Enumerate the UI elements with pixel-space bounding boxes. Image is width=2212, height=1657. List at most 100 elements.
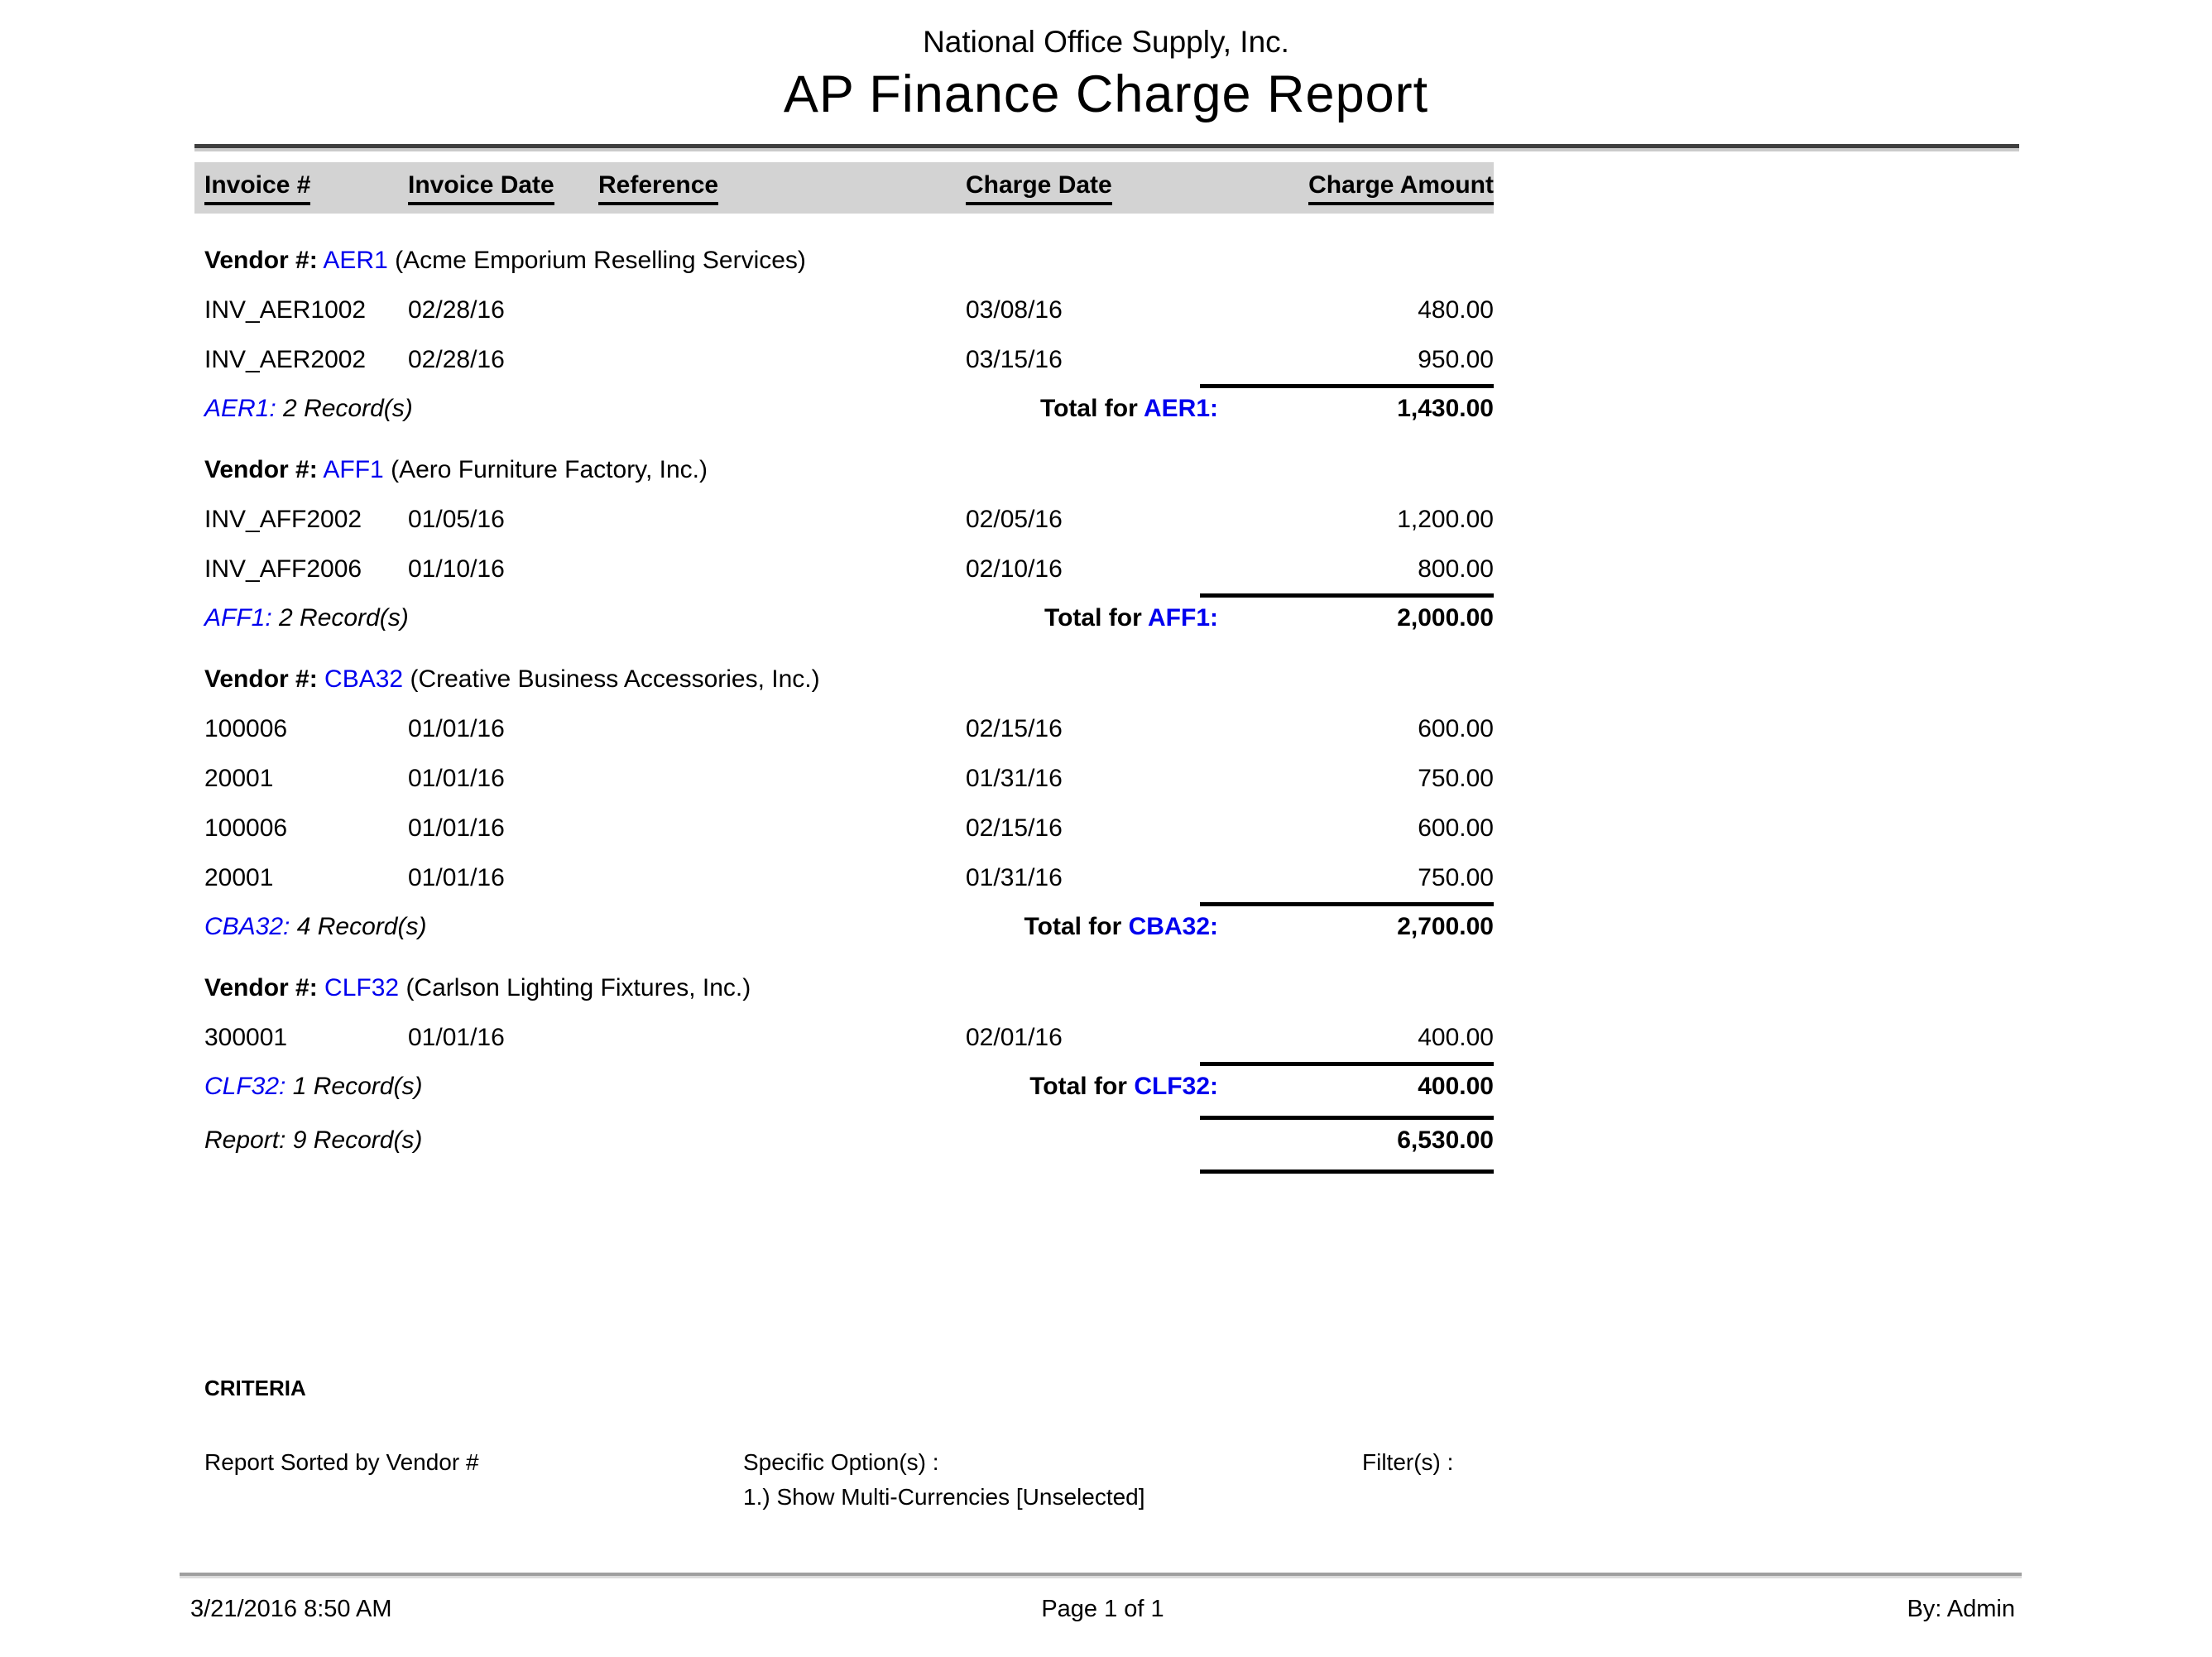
vendor-code-link[interactable]: CLF32 bbox=[324, 974, 400, 1001]
vendor-prefix-label: Vendor #: bbox=[204, 974, 318, 1001]
vendor-header: Vendor #: AFF1 (Aero Furniture Factory, … bbox=[194, 456, 1494, 484]
cell-invoice: INV_AFF2006 bbox=[204, 555, 362, 583]
report-total-separator bbox=[1200, 1116, 1494, 1120]
cell-charge-date: 03/15/16 bbox=[966, 346, 1063, 373]
vendor-header: Vendor #: AER1 (Acme Emporium Reselling … bbox=[194, 247, 1494, 275]
column-invoice: Invoice # bbox=[204, 171, 408, 205]
cell-reference bbox=[598, 296, 966, 324]
vendor-header: Vendor #: CBA32 (Creative Business Acces… bbox=[194, 665, 1494, 694]
column-reference-label[interactable]: Reference bbox=[598, 171, 719, 205]
cell-invoice: 300001 bbox=[204, 1024, 288, 1051]
cell-invoice: 20001 bbox=[204, 864, 274, 891]
column-invoice-date: Invoice Date bbox=[408, 171, 598, 205]
footer-divider bbox=[180, 1573, 2022, 1578]
vendor-name: (Carlson Lighting Fixtures, Inc.) bbox=[405, 974, 751, 1001]
cell-charge-amount: 750.00 bbox=[1418, 864, 1494, 891]
vendor-record-count: AFF1: 2 Record(s) bbox=[204, 604, 409, 632]
cell-charge-amount: 400.00 bbox=[1418, 1024, 1494, 1051]
vendor-total-label: Total for CBA32: bbox=[1024, 913, 1218, 941]
vendor-total-label: Total for CLF32: bbox=[1029, 1073, 1218, 1101]
vendor-total-amount: 1,430.00 bbox=[1397, 395, 1494, 422]
vendor-section-aff1: Vendor #: AFF1 (Aero Furniture Factory, … bbox=[194, 456, 1494, 632]
vendor-record-count-code: CBA32: bbox=[204, 913, 290, 940]
vendor-total-label: Total for AER1: bbox=[1040, 395, 1218, 423]
cell-invoice-date: 01/01/16 bbox=[408, 814, 505, 842]
title-divider bbox=[194, 144, 2019, 151]
vendor-record-count-text: 4 Record(s) bbox=[290, 913, 427, 940]
vendor-code-link[interactable]: AFF1 bbox=[323, 456, 384, 483]
vendor-record-count-code: AFF1: bbox=[204, 604, 272, 632]
vendor-section-aer1: Vendor #: AER1 (Acme Emporium Reselling … bbox=[194, 247, 1494, 423]
vendor-code-link[interactable]: CBA32 bbox=[324, 665, 404, 693]
report-summary-row: Report: 9 Record(s) 6,530.00 bbox=[194, 1126, 1494, 1155]
cell-reference bbox=[598, 765, 966, 793]
cell-charge-amount: 480.00 bbox=[1418, 296, 1494, 324]
cell-charge-amount: 600.00 bbox=[1418, 715, 1494, 742]
column-invoice-label[interactable]: Invoice # bbox=[204, 171, 311, 205]
report-record-count: Report: 9 Record(s) bbox=[204, 1126, 423, 1154]
vendor-name: (Aero Furniture Factory, Inc.) bbox=[391, 456, 708, 483]
criteria-row: Report Sorted by Vendor # Specific Optio… bbox=[204, 1449, 2019, 1511]
total-separator bbox=[1200, 593, 1494, 598]
cell-reference bbox=[598, 555, 966, 584]
cell-invoice-date: 01/01/16 bbox=[408, 1024, 505, 1051]
vendor-section-clf32: Vendor #: CLF32 (Carlson Lighting Fixtur… bbox=[194, 974, 1494, 1101]
vendor-total-label: Total for AFF1: bbox=[1044, 604, 1218, 632]
cell-charge-date: 01/31/16 bbox=[966, 765, 1063, 792]
cell-reference bbox=[598, 814, 966, 843]
total-separator bbox=[1200, 384, 1494, 388]
cell-invoice-date: 01/05/16 bbox=[408, 506, 505, 533]
cell-reference bbox=[598, 715, 966, 743]
cell-invoice: 100006 bbox=[204, 715, 288, 742]
total-for-label: Total for bbox=[1039, 395, 1138, 422]
cell-charge-amount: 950.00 bbox=[1418, 346, 1494, 373]
vendor-total-row: AFF1: 2 Record(s) Total for AFF1: 2,000.… bbox=[194, 604, 1494, 632]
cell-charge-date: 02/01/16 bbox=[966, 1024, 1063, 1051]
column-charge-date-label[interactable]: Charge Date bbox=[966, 171, 1112, 205]
column-invoice-date-label[interactable]: Invoice Date bbox=[408, 171, 554, 205]
vendor-total-row: CLF32: 1 Record(s) Total for CLF32: 400.… bbox=[194, 1073, 1494, 1101]
vendor-prefix-label: Vendor #: bbox=[204, 247, 318, 274]
vendor-total-amount: 2,000.00 bbox=[1397, 604, 1494, 632]
vendor-record-count: AER1: 2 Record(s) bbox=[204, 395, 413, 423]
vendor-name: (Creative Business Accessories, Inc.) bbox=[410, 665, 820, 693]
cell-reference bbox=[598, 864, 966, 892]
criteria-options-label: Specific Option(s) : bbox=[743, 1449, 939, 1475]
vendor-record-count-text: 1 Record(s) bbox=[285, 1073, 423, 1100]
cell-charge-amount: 800.00 bbox=[1418, 555, 1494, 583]
cell-invoice-date: 01/10/16 bbox=[408, 555, 505, 583]
cell-charge-amount: 600.00 bbox=[1418, 814, 1494, 842]
cell-invoice-date: 01/01/16 bbox=[408, 765, 505, 792]
column-charge-date: Charge Date bbox=[966, 171, 1295, 205]
criteria-options: Specific Option(s) : 1.) Show Multi-Curr… bbox=[743, 1449, 1362, 1511]
total-for-label: Total for bbox=[1044, 604, 1142, 632]
column-charge-amount-label[interactable]: Charge Amount bbox=[1308, 171, 1494, 205]
report-body: Invoice # Invoice Date Reference Charge … bbox=[194, 162, 1494, 1174]
vendor-record-count-code: AER1: bbox=[204, 395, 276, 422]
table-row: 20001 01/01/16 01/31/16 750.00 bbox=[194, 864, 1494, 892]
cell-charge-date: 03/08/16 bbox=[966, 296, 1063, 324]
total-for-label: Total for bbox=[1029, 1073, 1127, 1100]
vendor-code-link[interactable]: AER1 bbox=[323, 247, 388, 274]
criteria-heading: CRITERIA bbox=[204, 1376, 306, 1400]
footer-page-number: Page 1 of 1 bbox=[1041, 1596, 1164, 1622]
vendor-section-cba32: Vendor #: CBA32 (Creative Business Acces… bbox=[194, 665, 1494, 941]
table-row: 100006 01/01/16 02/15/16 600.00 bbox=[194, 814, 1494, 843]
footer-generated-datetime: 3/21/2016 8:50 AM bbox=[190, 1596, 392, 1622]
table-row: 20001 01/01/16 01/31/16 750.00 bbox=[194, 765, 1494, 793]
report-bottom-rule bbox=[1200, 1170, 1494, 1174]
vendor-total-amount: 400.00 bbox=[1418, 1073, 1494, 1100]
cell-invoice-date: 02/28/16 bbox=[408, 296, 505, 324]
cell-invoice-date: 01/01/16 bbox=[408, 715, 505, 742]
vendor-record-count-text: 2 Record(s) bbox=[276, 395, 413, 422]
report-total-amount: 6,530.00 bbox=[1397, 1126, 1494, 1154]
criteria-filters-label: Filter(s) : bbox=[1362, 1449, 1454, 1475]
cell-charge-amount: 750.00 bbox=[1418, 765, 1494, 792]
cell-charge-date: 02/15/16 bbox=[966, 715, 1063, 742]
cell-charge-date: 02/05/16 bbox=[966, 506, 1063, 533]
total-for-label: Total for bbox=[1024, 913, 1122, 940]
cell-invoice: 100006 bbox=[204, 814, 288, 842]
cell-invoice-date: 01/01/16 bbox=[408, 864, 505, 891]
cell-reference bbox=[598, 1024, 966, 1052]
